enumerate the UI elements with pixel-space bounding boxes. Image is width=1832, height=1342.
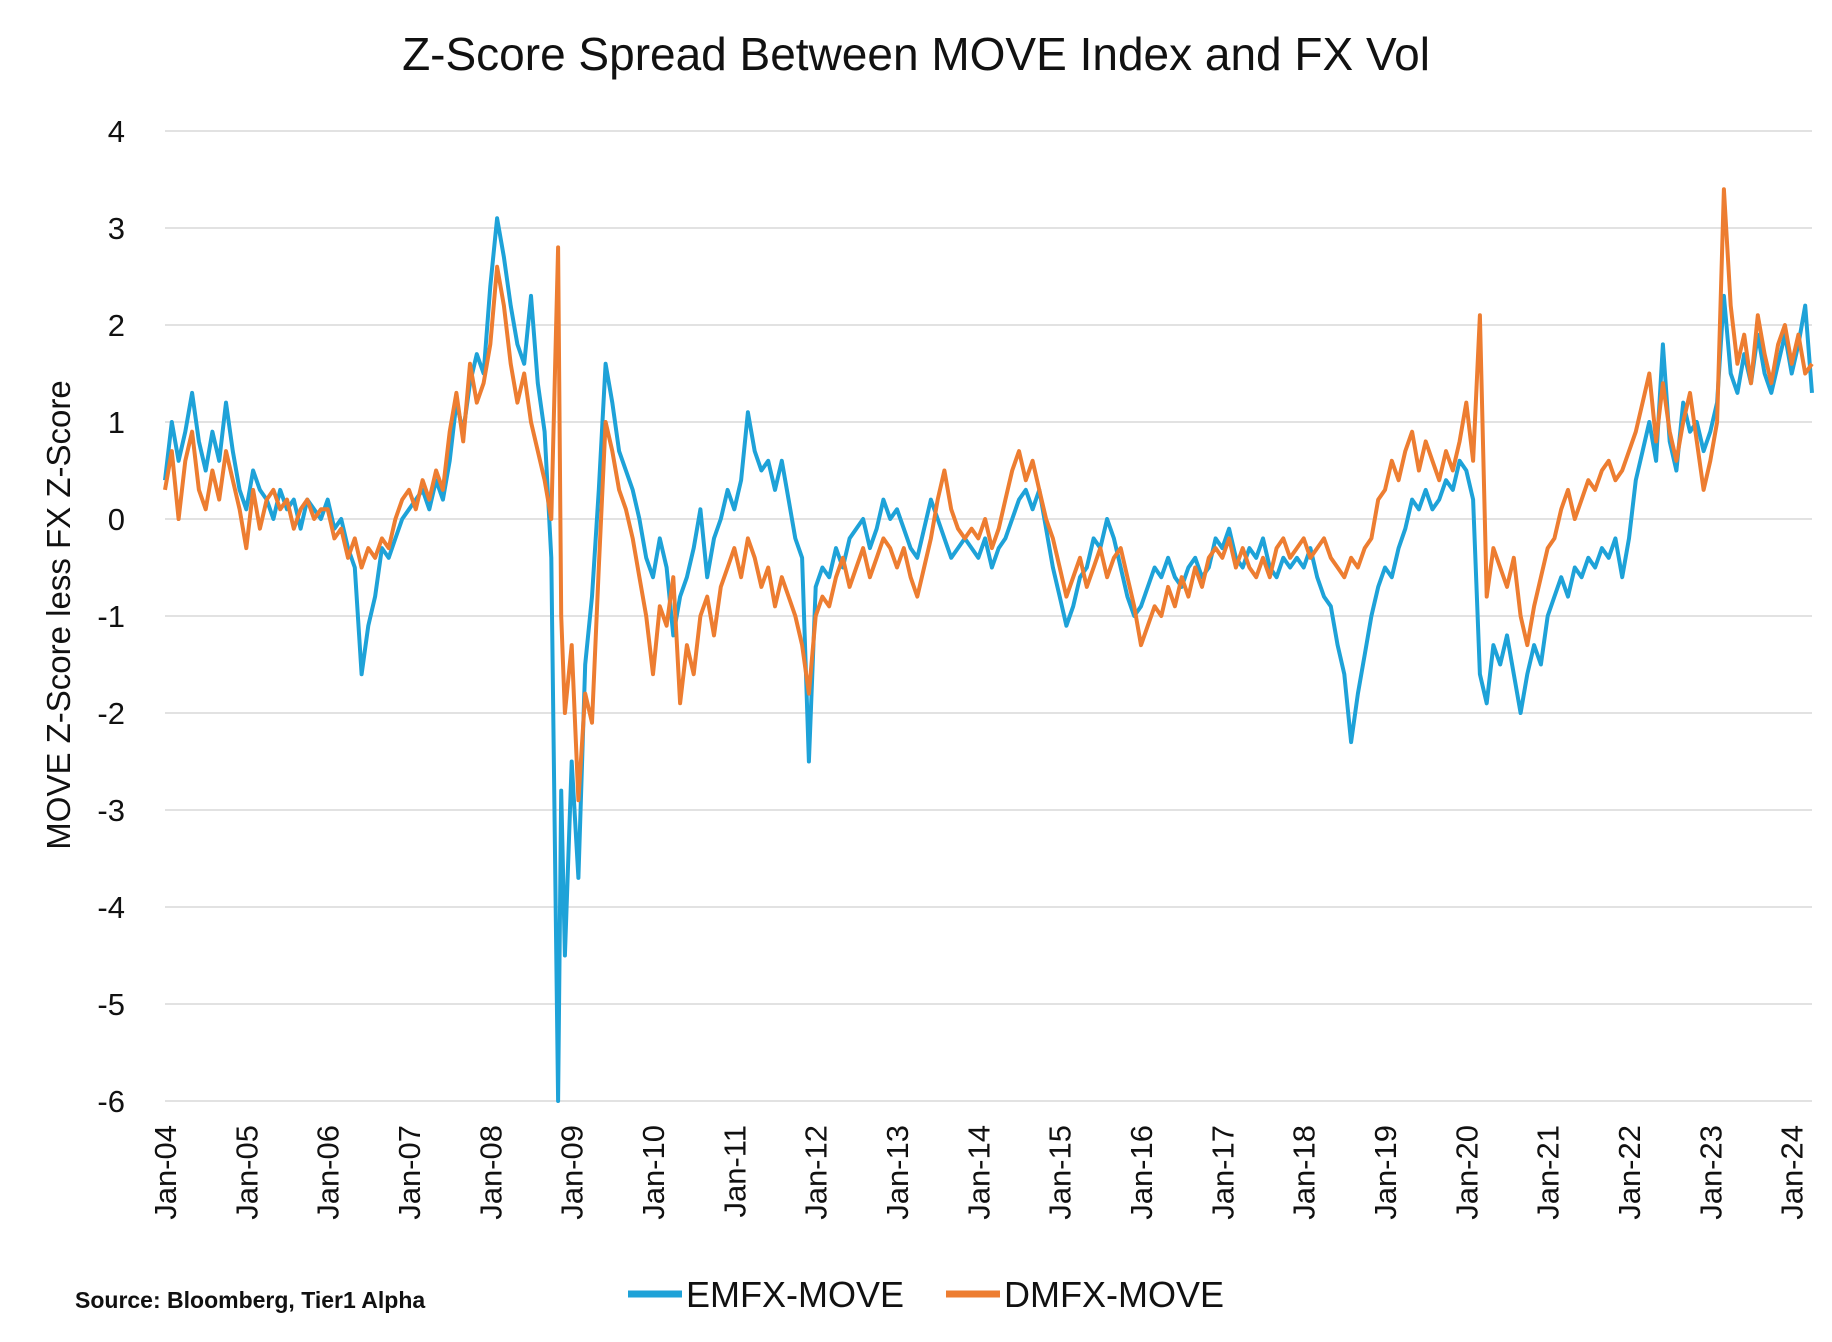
x-tick-label: Jan-15 <box>1043 1125 1078 1220</box>
x-tick-label: Jan-04 <box>148 1125 183 1220</box>
y-tick-label: 2 <box>108 308 125 343</box>
x-tick-label: Jan-19 <box>1368 1125 1403 1220</box>
y-tick-label: -4 <box>97 890 125 925</box>
legend-label-dmfx-move: DMFX-MOVE <box>1004 1274 1224 1315</box>
y-tick-label: -5 <box>97 987 125 1022</box>
x-tick-label: Jan-05 <box>229 1125 264 1220</box>
series-line-emfx-move <box>163 216 1814 1103</box>
legend: EMFX-MOVE DMFX-MOVE <box>628 1274 1224 1315</box>
x-tick-label: Jan-10 <box>636 1125 671 1220</box>
x-tick-label: Jan-22 <box>1612 1125 1647 1220</box>
chart-title: Z-Score Spread Between MOVE Index and FX… <box>402 28 1430 80</box>
x-tick-label: Jan-24 <box>1775 1125 1810 1220</box>
source-note: Source: Bloomberg, Tier1 Alpha <box>75 1287 425 1313</box>
x-tick-label: Jan-07 <box>392 1125 427 1220</box>
y-tick-label: -3 <box>97 793 125 828</box>
x-axis-ticks: Jan-04 Jan-05 Jan-06 Jan-07 Jan-08 Jan-09 Jan-… <box>148 1125 1810 1220</box>
y-tick-label: -1 <box>97 599 125 634</box>
x-tick-label: Jan-18 <box>1287 1125 1322 1220</box>
y-tick-label: -6 <box>97 1084 125 1119</box>
x-tick-label: Jan-12 <box>799 1125 834 1220</box>
y-tick-label: -2 <box>97 696 125 731</box>
gridlines <box>165 130 1812 1102</box>
x-tick-label: Jan-13 <box>880 1125 915 1220</box>
y-tick-label: 3 <box>108 211 125 246</box>
x-tick-label: Jan-21 <box>1531 1125 1566 1220</box>
x-tick-label: Jan-16 <box>1124 1125 1159 1220</box>
series-line-dmfx-move <box>163 187 1814 803</box>
series-lines <box>163 187 1814 1103</box>
x-tick-label: Jan-06 <box>311 1125 346 1220</box>
y-axis-label: MOVE Z-Score less FX Z-Score <box>40 380 77 849</box>
y-tick-label: 0 <box>108 502 125 537</box>
y-axis-ticks: 4 3 2 1 0 -1 -2 -3 -4 -5 -6 <box>97 114 125 1119</box>
legend-label-emfx-move: EMFX-MOVE <box>686 1274 904 1315</box>
y-tick-label: 4 <box>108 114 125 149</box>
x-tick-label: Jan-11 <box>717 1125 752 1218</box>
x-tick-label: Jan-14 <box>961 1125 996 1220</box>
x-tick-label: Jan-09 <box>555 1125 590 1220</box>
x-tick-label: Jan-17 <box>1205 1125 1240 1220</box>
x-tick-label: Jan-08 <box>473 1125 508 1220</box>
x-tick-label: Jan-23 <box>1693 1125 1728 1220</box>
y-tick-label: 1 <box>108 405 125 440</box>
x-tick-label: Jan-20 <box>1449 1125 1484 1220</box>
